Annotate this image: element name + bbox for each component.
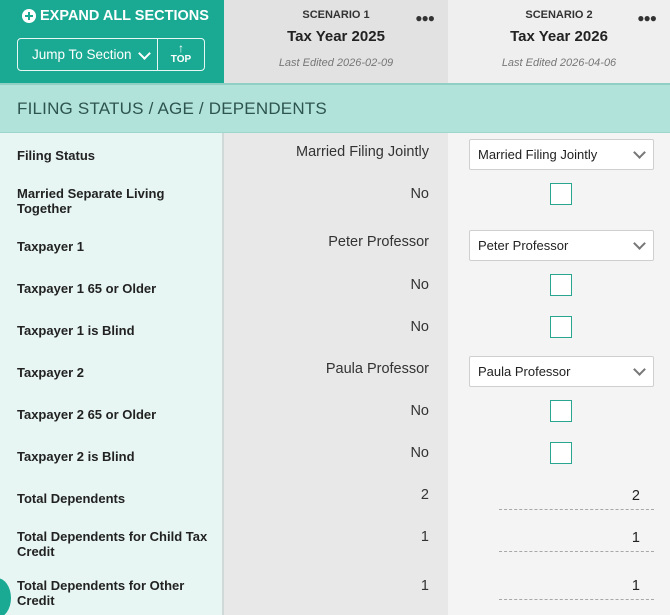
- chevron-down-icon: [138, 47, 151, 60]
- s1-value-taxpayer-1-65: No: [410, 277, 429, 293]
- plus-circle-icon: [22, 9, 36, 23]
- row-label-taxpayer-1-65-or-older: Taxpayer 1 65 or Older: [17, 281, 157, 296]
- s1-value-taxpayer-1-blind: No: [410, 319, 429, 335]
- s1-value-taxpayer-2-blind: No: [410, 445, 429, 461]
- s2-taxpayer-1-blind-checkbox[interactable]: [550, 316, 572, 338]
- floating-action-button[interactable]: [0, 578, 11, 615]
- scenario-title: Tax Year 2025: [287, 28, 385, 45]
- s2-married-separate-checkbox[interactable]: [550, 183, 572, 205]
- s1-value-dependents-child-tax-credit: 1: [420, 529, 429, 545]
- top-label: TOP: [170, 54, 192, 65]
- s1-value-total-dependents: 2: [420, 487, 429, 503]
- row-label-taxpayer-1-is-blind: Taxpayer 1 is Blind: [17, 323, 135, 338]
- section-title: FILING STATUS / AGE / DEPENDENTS: [17, 99, 327, 118]
- s1-value-filing-status: Married Filing Jointly: [296, 144, 429, 160]
- chevron-down-icon: [633, 146, 646, 159]
- s2-taxpayer-2-select[interactable]: Paula Professor: [469, 356, 654, 387]
- chevron-down-icon: [633, 237, 646, 250]
- scenario-2-header: SCENARIO 2 Tax Year 2026 Last Edited 202…: [448, 0, 670, 83]
- s1-value-dependents-other-credit: 1: [420, 578, 429, 594]
- row-label-total-dependents: Total Dependents: [17, 491, 126, 506]
- row-label-filing-status: Filing Status: [17, 148, 95, 163]
- s1-value-married-separate: No: [410, 186, 429, 202]
- top-button[interactable]: ↑ TOP: [157, 38, 205, 71]
- s2-total-dependents-input[interactable]: 2: [499, 488, 654, 510]
- s1-value-taxpayer-1: Peter Professor: [328, 234, 429, 250]
- more-options-icon[interactable]: ●●●: [637, 11, 657, 25]
- row-label-total-dependents-other-credit: Total Dependents for Other Credit: [17, 578, 185, 608]
- s1-value-taxpayer-2: Paula Professor: [325, 361, 429, 377]
- label-column: [0, 133, 224, 615]
- section-header[interactable]: FILING STATUS / AGE / DEPENDENTS: [0, 83, 670, 133]
- scenario-label: SCENARIO 2: [525, 9, 593, 21]
- s2-dependents-other-credit-input[interactable]: 1: [499, 578, 654, 600]
- s2-dependents-child-tax-credit-input[interactable]: 1: [499, 530, 654, 552]
- chevron-down-icon: [633, 363, 646, 376]
- row-label-taxpayer-2: Taxpayer 2: [17, 365, 84, 380]
- s2-taxpayer-2-65-checkbox[interactable]: [550, 400, 572, 422]
- scenario-last-edited: Last Edited 2026-02-09: [278, 57, 394, 69]
- arrow-up-icon: ↑: [178, 41, 184, 55]
- jump-to-section-dropdown[interactable]: Jump To Section: [17, 38, 158, 71]
- expand-all-label: EXPAND ALL SECTIONS: [40, 8, 209, 24]
- s2-taxpayer-1-65-checkbox[interactable]: [550, 274, 572, 296]
- scenario-1-column: [224, 133, 448, 615]
- select-value: Married Filing Jointly: [478, 147, 598, 162]
- expand-all-button[interactable]: EXPAND ALL SECTIONS: [22, 8, 209, 24]
- s1-value-taxpayer-2-65: No: [410, 403, 429, 419]
- scenario-1-header: SCENARIO 1 Tax Year 2025 Last Edited 202…: [224, 0, 448, 83]
- row-label-taxpayer-2-is-blind: Taxpayer 2 is Blind: [17, 449, 135, 464]
- scenario-title: Tax Year 2026: [510, 28, 608, 45]
- s2-filing-status-select[interactable]: Married Filing Jointly: [469, 139, 654, 170]
- header: EXPAND ALL SECTIONS Jump To Section ↑ TO…: [0, 0, 670, 83]
- more-options-icon[interactable]: ●●●: [415, 11, 435, 25]
- row-label-taxpayer-1: Taxpayer 1: [17, 239, 84, 254]
- row-label-taxpayer-2-65-or-older: Taxpayer 2 65 or Older: [17, 407, 157, 422]
- scenario-label: SCENARIO 1: [302, 9, 370, 21]
- header-controls: EXPAND ALL SECTIONS Jump To Section ↑ TO…: [0, 0, 224, 83]
- s2-taxpayer-1-select[interactable]: Peter Professor: [469, 230, 654, 261]
- row-label-total-dependents-child-tax-credit: Total Dependents for Child Tax Credit: [17, 529, 208, 559]
- select-value: Paula Professor: [478, 364, 571, 379]
- s2-taxpayer-2-blind-checkbox[interactable]: [550, 442, 572, 464]
- scenario-last-edited: Last Edited 2026-04-06: [501, 57, 617, 69]
- row-label-married-separate-living-together: Married Separate Living Together: [17, 186, 165, 216]
- select-value: Peter Professor: [478, 238, 569, 253]
- jump-to-section-label: Jump To Section: [32, 47, 132, 62]
